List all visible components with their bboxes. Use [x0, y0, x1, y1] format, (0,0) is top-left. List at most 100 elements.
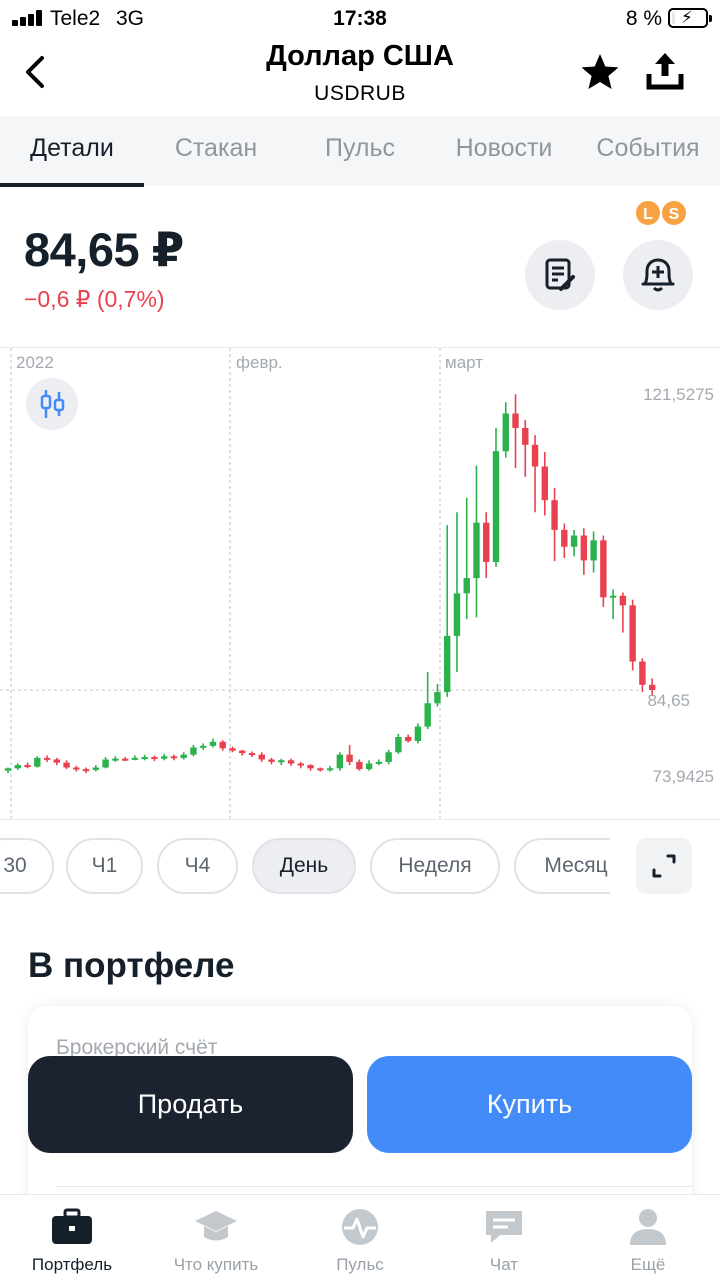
- candle-body: [151, 757, 158, 760]
- candle-body: [229, 748, 236, 751]
- favorite-button[interactable]: [580, 52, 620, 92]
- share-button[interactable]: [644, 50, 686, 92]
- price-alert-button[interactable]: [623, 240, 693, 310]
- candle-body: [73, 767, 80, 770]
- candle-body: [14, 765, 21, 769]
- candle-body: [317, 768, 324, 771]
- nav-label: Пульс: [336, 1255, 384, 1274]
- price-change: −0,6 ₽ (0,7%): [24, 286, 165, 312]
- carrier-name: Tele2: [50, 7, 101, 30]
- candle-body: [24, 765, 31, 768]
- candle-body: [239, 750, 246, 754]
- fullscreen-chart-button[interactable]: [636, 838, 692, 894]
- candle-body: [580, 535, 588, 561]
- candle-body: [4, 768, 12, 771]
- y-tick-label-high: 121,5275: [643, 385, 714, 404]
- divider: [56, 1186, 692, 1187]
- candle-body: [365, 763, 373, 770]
- x-tick-label: март: [445, 353, 484, 372]
- bell-plus-icon: [641, 258, 675, 292]
- candle-body: [190, 747, 197, 755]
- nav-portfolio[interactable]: Портфель: [0, 1195, 144, 1280]
- signal-icon: [12, 10, 44, 26]
- indicators-button[interactable]: [26, 378, 78, 430]
- badge-long: L: [634, 199, 662, 227]
- candle-body: [248, 753, 256, 756]
- candle-body: [600, 540, 607, 598]
- candle-body: [619, 595, 627, 606]
- period-30[interactable]: 30: [0, 838, 54, 894]
- period-week[interactable]: Неделя: [370, 838, 500, 894]
- candle-body: [522, 427, 529, 445]
- star-icon: [581, 54, 619, 89]
- candle-body: [434, 692, 441, 704]
- account-label: Брокерский счёт: [56, 1036, 218, 1059]
- tab-events[interactable]: События: [596, 134, 700, 162]
- price-chart[interactable]: 2022 февр. март 121,5275 84,65 73,9425: [0, 347, 720, 821]
- period-day[interactable]: День: [252, 838, 356, 894]
- nav-label: Чат: [489, 1255, 519, 1274]
- bottom-navigation: Портфель Что купить Пульс Чат: [0, 1194, 720, 1280]
- candle-body: [200, 745, 207, 748]
- candle-body: [639, 661, 646, 685]
- candle-body: [570, 535, 578, 547]
- candle-body: [141, 757, 148, 760]
- current-price: 84,65 ₽: [24, 223, 184, 276]
- candle-body: [385, 752, 392, 762]
- tab-details[interactable]: Детали: [30, 134, 114, 162]
- instrument-title: Доллар США: [266, 40, 454, 72]
- candle-body: [63, 762, 70, 768]
- candle-body: [346, 754, 353, 762]
- nav-more[interactable]: Ещё: [576, 1195, 720, 1280]
- badge-short: S: [660, 199, 688, 227]
- note-edit-icon: [545, 258, 575, 291]
- candle-body: [444, 635, 451, 693]
- nav-chat[interactable]: Чат: [432, 1195, 576, 1280]
- candle-body: [463, 578, 470, 594]
- candle-body: [131, 757, 139, 760]
- nav-what-to-buy[interactable]: Что купить: [144, 1195, 288, 1280]
- back-button[interactable]: [18, 52, 54, 92]
- nav-label: Что купить: [173, 1255, 259, 1274]
- candle-body: [268, 759, 275, 762]
- tab-pulse[interactable]: Пульс: [324, 134, 396, 162]
- candle-body: [483, 522, 490, 563]
- candle-body: [209, 741, 217, 746]
- period-h4[interactable]: Ч4: [157, 838, 238, 894]
- nav-label: Ещё: [630, 1255, 666, 1274]
- candle-body: [375, 761, 383, 764]
- network-type: 3G: [116, 7, 145, 30]
- candle-body: [53, 759, 60, 763]
- x-tick-label: февр.: [236, 353, 283, 372]
- sell-button[interactable]: Продать: [28, 1056, 353, 1153]
- nav-label: Портфель: [31, 1255, 113, 1274]
- pulse-icon: [342, 1209, 378, 1245]
- candle-body: [121, 758, 129, 761]
- tab-news[interactable]: Новости: [455, 134, 553, 162]
- expand-icon: [652, 854, 676, 878]
- note-button[interactable]: [525, 240, 595, 310]
- candle-body: [629, 605, 636, 662]
- candle-body: [112, 758, 119, 761]
- x-tick-label: 2022: [16, 353, 54, 372]
- portfolio-title: В портфеле: [28, 946, 235, 985]
- candle-body: [492, 451, 500, 563]
- candle-body: [473, 522, 480, 579]
- tab-bar: Детали Стакан Пульс Новости События: [0, 116, 720, 186]
- period-h1[interactable]: Ч1: [66, 838, 143, 894]
- buy-button[interactable]: Купить: [367, 1056, 692, 1153]
- candle-body: [414, 726, 422, 742]
- candle-body: [92, 767, 100, 770]
- candle-body: [336, 754, 344, 769]
- tab-order-book[interactable]: Стакан: [174, 134, 258, 162]
- candle-body: [609, 595, 617, 598]
- candlestick-chart: [0, 348, 656, 821]
- share-icon: [646, 53, 684, 90]
- nav-pulse[interactable]: Пульс: [288, 1195, 432, 1280]
- candle-body: [648, 684, 656, 691]
- candle-body: [287, 760, 295, 764]
- candle-body: [219, 741, 226, 749]
- period-month[interactable]: Месяц: [514, 838, 610, 894]
- candle-body: [170, 756, 178, 759]
